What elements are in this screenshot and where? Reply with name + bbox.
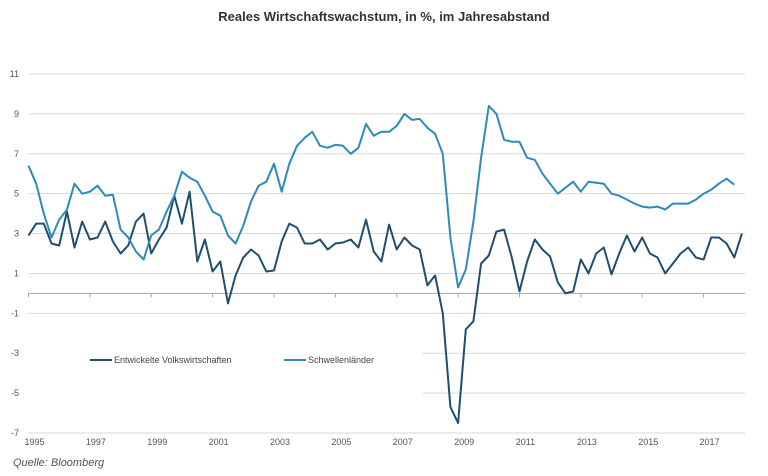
legend-label-developed: Entwickelte Volkswirtschaften — [114, 355, 232, 365]
x-tick-label: 1999 — [147, 437, 167, 447]
y-tick-label: 1 — [14, 268, 19, 278]
series-line-developed — [27, 190, 743, 424]
y-tick-label: 11 — [10, 69, 19, 79]
y-tick-label: 5 — [14, 189, 19, 199]
y-tick-label: -3 — [11, 348, 19, 358]
legend-label-emerging: Schwellenländer — [308, 355, 374, 365]
x-tick-label: 2001 — [209, 437, 229, 447]
x-tick-label: 2011 — [516, 437, 535, 447]
x-axis: 1995 1997 1999 2001 2003 2005 2007 2009 2011 2013… — [24, 292, 745, 447]
series-line-emerging — [27, 104, 735, 289]
y-tick-label: 9 — [14, 109, 19, 119]
series-lines — [27, 104, 743, 424]
chart-title: Reales Wirtschaftswachstum, in %, im Jah… — [218, 9, 550, 24]
y-tick-label: -1 — [11, 308, 19, 318]
x-tick-label: 2005 — [331, 437, 351, 447]
x-tick-label: 2007 — [393, 437, 413, 447]
legend-item-developed: Entwickelte Volkswirtschaften — [90, 355, 232, 365]
y-tick-label: -7 — [11, 428, 19, 438]
legend-item-emerging: Schwellenländer — [284, 355, 374, 365]
x-tick-label: 2003 — [270, 437, 290, 447]
y-tick-label: 3 — [14, 229, 19, 239]
gridlines — [28, 73, 745, 434]
x-tick-label: 2015 — [638, 437, 658, 447]
x-tick-label: 2017 — [700, 437, 720, 447]
x-tick-label: 1997 — [86, 437, 106, 447]
y-axis-ticks: 11 9 7 5 3 1 -1 -3 -5 -7 — [10, 69, 19, 438]
source-note: Quelle: Bloomberg — [13, 457, 105, 469]
x-tick-label: 2009 — [454, 437, 474, 447]
y-tick-label: 7 — [14, 149, 19, 159]
x-tick-label: 2013 — [577, 437, 597, 447]
y-tick-label: -5 — [11, 388, 19, 398]
legend: Entwickelte Volkswirtschaften Schwellenl… — [90, 355, 374, 365]
x-tick-label: 1995 — [24, 437, 44, 447]
